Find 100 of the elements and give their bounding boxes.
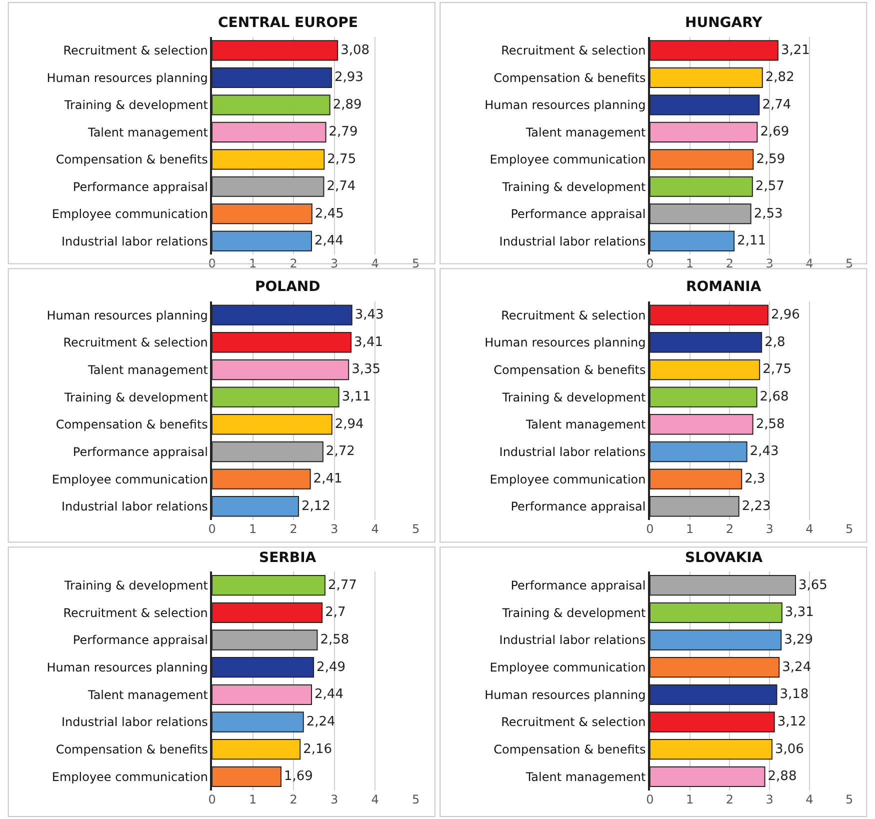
y-tick-label: Talent management <box>524 418 646 432</box>
data-label: 3,11 <box>342 390 371 405</box>
data-label: 2,59 <box>756 152 786 167</box>
y-tick-label: Employee communication <box>52 472 208 486</box>
y-tick-label: Training & development <box>63 98 208 112</box>
x-tick-label: 3 <box>766 522 774 536</box>
x-tick-label: 1 <box>249 522 257 536</box>
x-tick-label: 2 <box>290 792 298 806</box>
y-tick-label: Recruitment & selection <box>501 308 646 322</box>
x-tick-label: 4 <box>371 792 379 806</box>
y-tick-label: Talent management <box>86 362 208 377</box>
data-label: 2,69 <box>760 124 790 140</box>
y-tick-label: Compensation & benefits <box>56 152 208 167</box>
y-tick-label: Recruitment & selection <box>501 44 646 58</box>
x-tick-label: 4 <box>371 522 379 536</box>
data-label: 3,18 <box>780 687 809 702</box>
x-tick-label: 1 <box>686 792 694 806</box>
x-tick-label: 4 <box>806 792 814 806</box>
data-label: 2,94 <box>334 416 364 432</box>
y-tick-label: Human resources planning <box>484 98 646 112</box>
y-tick-label: Training & development <box>501 606 646 620</box>
y-tick-label: Performance appraisal <box>72 633 208 648</box>
chart-title: SLOVAKIA <box>685 550 763 566</box>
data-label: 3,65 <box>798 578 828 593</box>
x-tick-label: 3 <box>766 256 774 271</box>
data-label: 3,31 <box>784 605 814 620</box>
y-tick-label: Training & development <box>501 180 646 194</box>
y-tick-label: Recruitment & selection <box>63 336 208 350</box>
y-tick-label: Talent management <box>86 688 208 702</box>
y-tick-label: Industrial labor relations <box>499 234 646 248</box>
x-tick-label: 1 <box>686 256 694 271</box>
y-tick-label: Human resources planning <box>46 308 208 322</box>
x-tick-label: 2 <box>290 522 298 536</box>
x-tick-label: 2 <box>726 256 734 271</box>
data-label: 2,8 <box>764 334 786 350</box>
data-label: 2,49 <box>316 660 346 675</box>
data-label: 2,74 <box>326 179 356 194</box>
x-tick-label: 4 <box>806 522 814 536</box>
data-label: 2,44 <box>314 687 344 702</box>
data-label: 2,43 <box>750 444 779 460</box>
x-tick-label: 1 <box>249 792 257 806</box>
data-label: 2,57 <box>755 179 784 194</box>
y-tick-label: Compensation & benefits <box>56 418 208 432</box>
x-tick-label: 5 <box>846 792 854 806</box>
data-label: 2,24 <box>306 714 336 730</box>
y-tick-label: Compensation & benefits <box>494 362 646 377</box>
data-label: 2,82 <box>765 70 794 86</box>
data-label: 2,93 <box>334 70 364 86</box>
chart-title: ROMANIA <box>686 279 762 295</box>
x-tick-label: 2 <box>726 792 734 806</box>
data-label: 2,41 <box>313 472 342 487</box>
data-label: 2,3 <box>744 472 766 487</box>
y-tick-label: Industrial labor relations <box>499 633 646 648</box>
y-tick-label: Recruitment & selection <box>63 606 208 620</box>
y-tick-label: Performance appraisal <box>510 500 646 514</box>
x-tick-label: 3 <box>766 792 774 806</box>
data-label: 2,44 <box>314 234 344 249</box>
data-label: 2,16 <box>303 742 332 757</box>
chart-title: CENTRAL EUROPE <box>218 15 358 31</box>
data-label: 2,53 <box>754 206 783 222</box>
data-label: 2,79 <box>328 124 358 140</box>
y-tick-label: Recruitment & selection <box>501 715 646 730</box>
data-label: 2,58 <box>756 416 785 432</box>
data-label: 2,72 <box>326 444 355 460</box>
y-tick-label: Employee communication <box>490 660 646 675</box>
y-tick-label: Industrial labor relations <box>499 444 646 459</box>
y-tick-label: Employee communication <box>490 472 646 486</box>
x-tick-label: 3 <box>330 792 338 806</box>
data-label: 2,7 <box>325 605 346 620</box>
y-tick-label: Industrial labor relations <box>61 500 208 514</box>
data-label: 2,89 <box>332 97 362 112</box>
x-tick-label: 5 <box>846 256 854 271</box>
x-tick-label: 5 <box>412 522 420 536</box>
data-label: 2,96 <box>770 308 800 323</box>
data-label: 3,29 <box>784 632 814 648</box>
y-tick-label: Recruitment & selection <box>63 44 208 58</box>
chart-title: HUNGARY <box>685 15 764 31</box>
y-tick-label: Talent management <box>86 125 208 140</box>
data-label: 1,69 <box>284 769 313 784</box>
x-tick-label: 0 <box>646 522 654 536</box>
data-label: 2,74 <box>762 97 792 112</box>
data-label: 3,43 <box>354 308 384 323</box>
y-tick-label: Employee communication <box>52 770 208 784</box>
data-label: 3,41 <box>354 334 383 350</box>
y-tick-label: Industrial labor relations <box>61 234 208 248</box>
data-label: 3,21 <box>780 42 810 58</box>
y-tick-label: Employee communication <box>490 152 646 167</box>
y-tick-label: Performance appraisal <box>72 444 208 459</box>
data-label: 2,88 <box>768 769 797 784</box>
data-label: 2,12 <box>301 498 330 514</box>
data-label: 3,08 <box>340 42 370 58</box>
y-tick-label: Human resources planning <box>484 336 646 350</box>
y-tick-label: Performance appraisal <box>510 578 646 593</box>
x-tick-label: 0 <box>646 792 654 806</box>
x-tick-label: 2 <box>726 522 734 536</box>
y-tick-label: Employee communication <box>52 207 208 222</box>
x-tick-label: 3 <box>330 256 338 271</box>
y-tick-label: Human resources planning <box>484 688 646 702</box>
y-tick-label: Compensation & benefits <box>56 742 208 757</box>
chart-title: SERBIA <box>259 550 316 566</box>
